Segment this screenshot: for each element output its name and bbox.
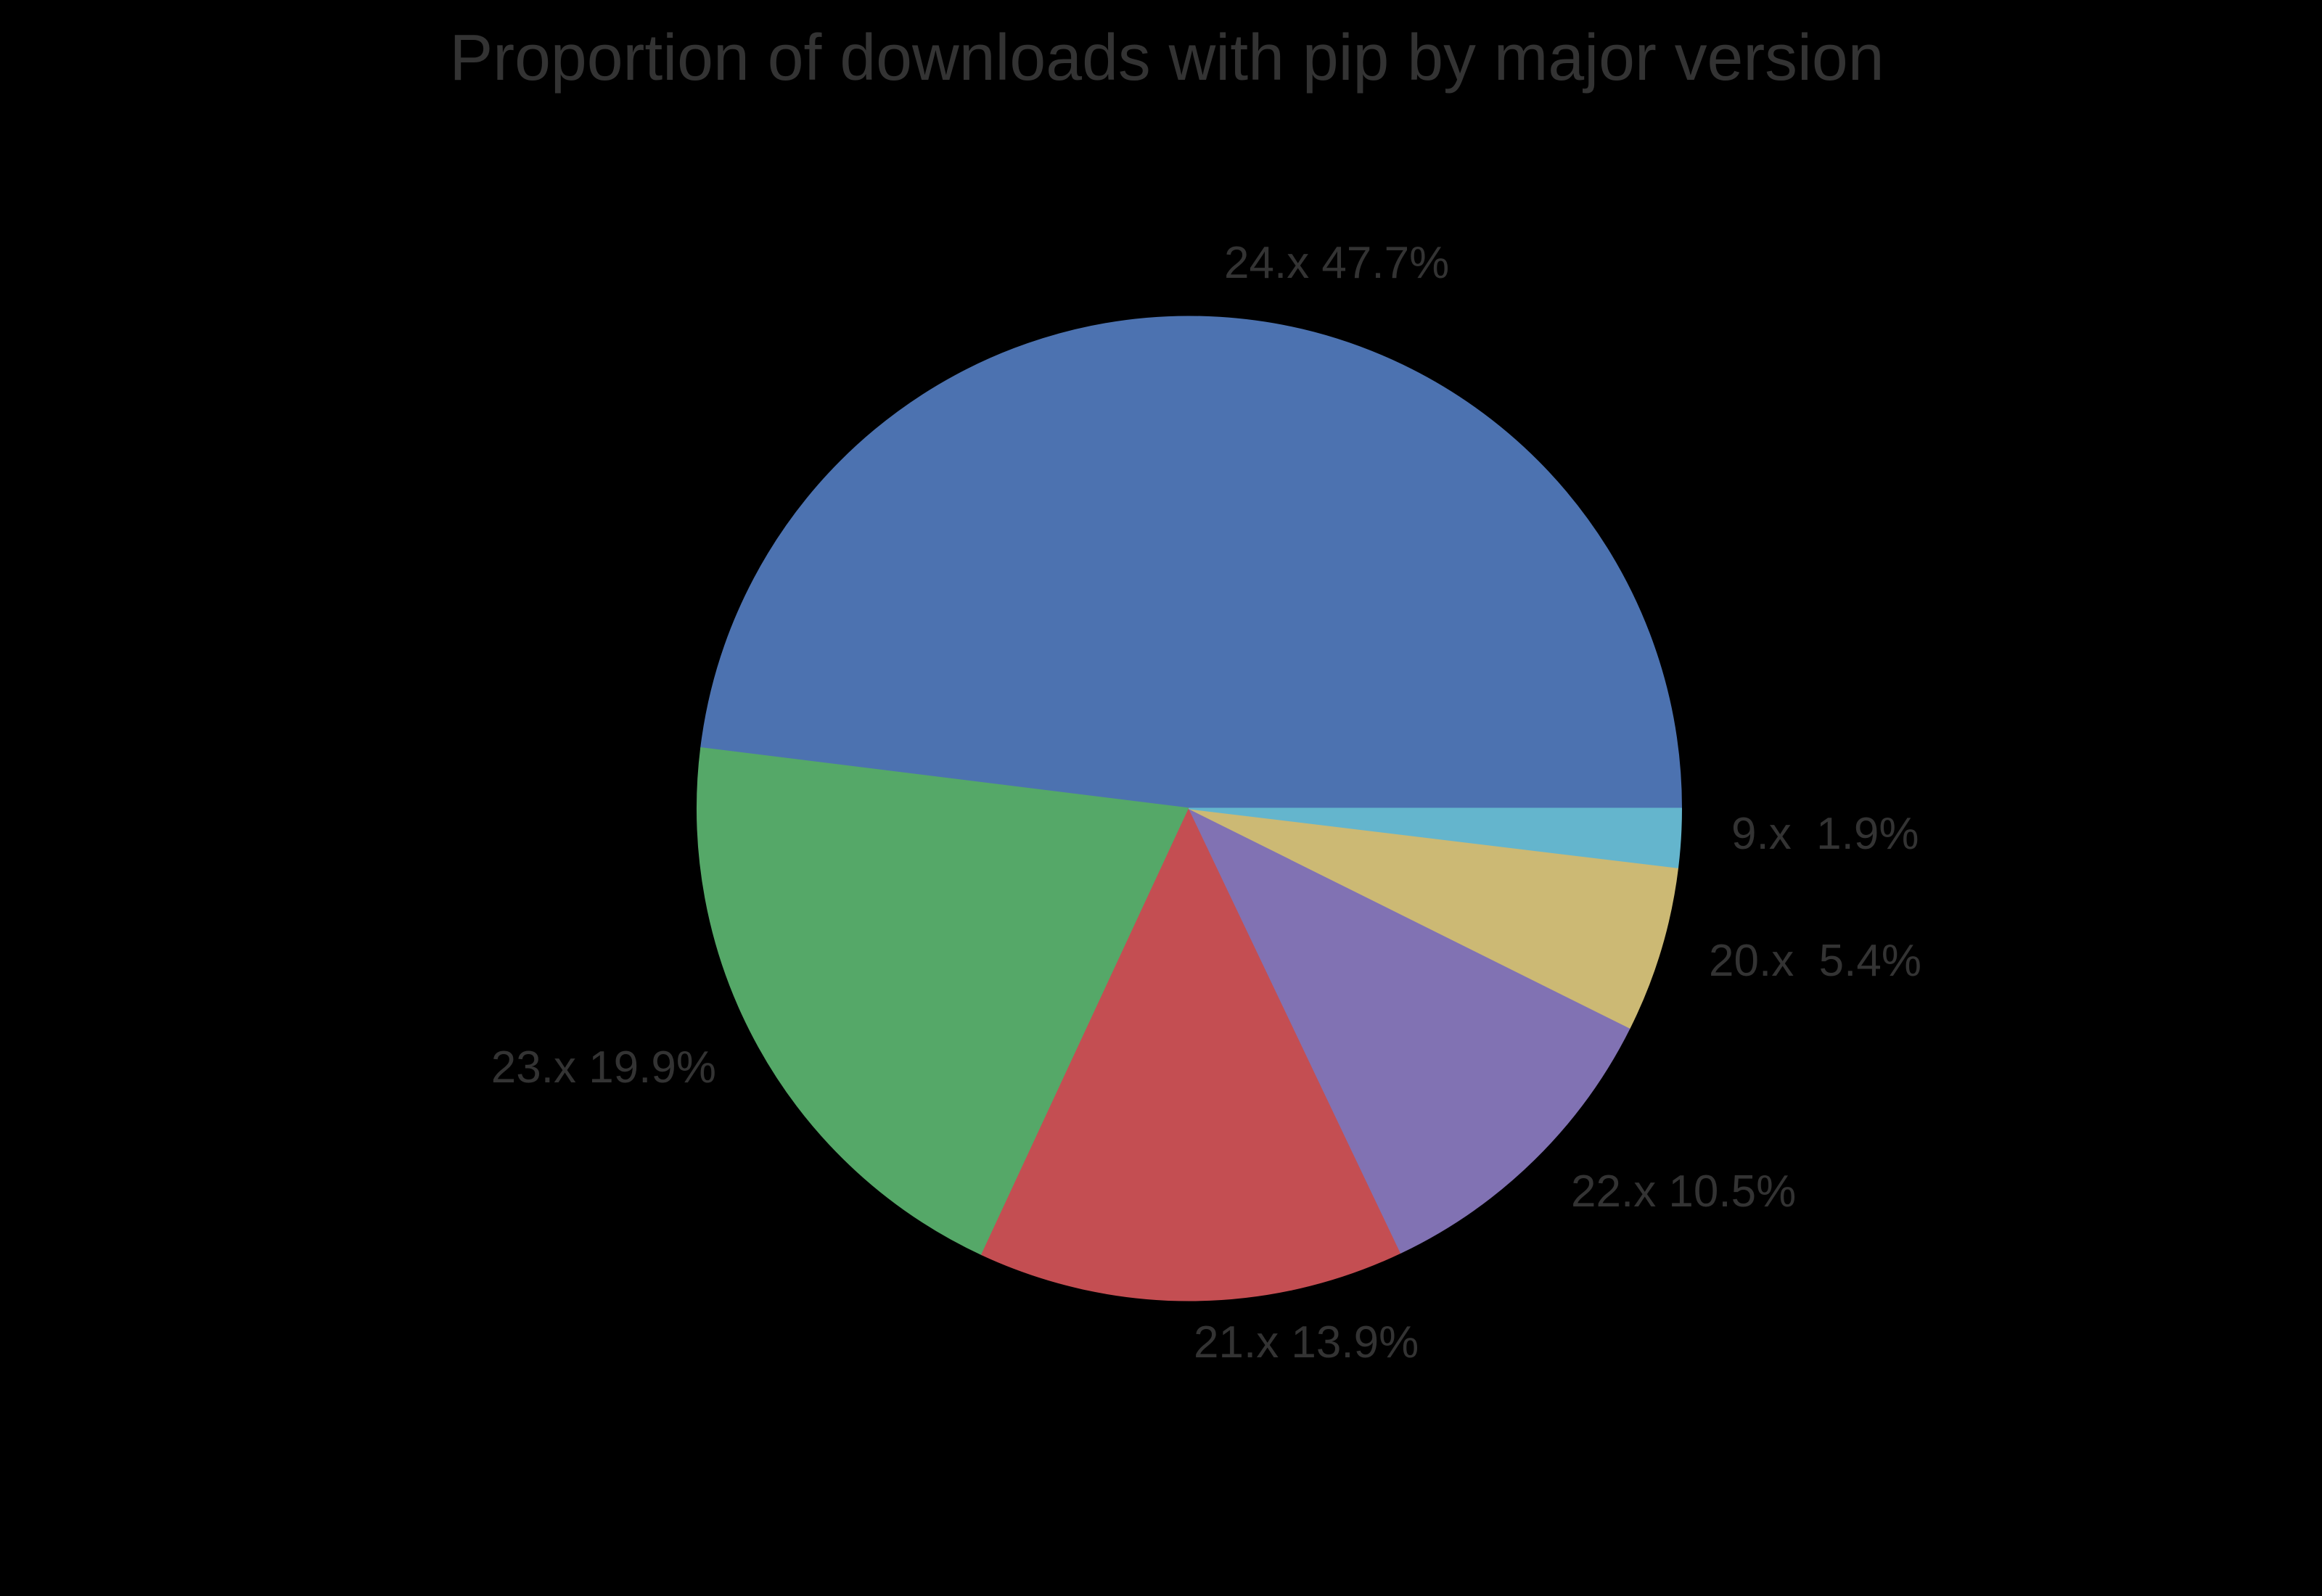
svg-text:21.x 13.9%: 21.x 13.9%: [1194, 1317, 1419, 1367]
svg-text:Proportion of downloads with p: Proportion of downloads with pip by majo…: [449, 21, 1884, 94]
svg-text:9.x 1.9%: 9.x 1.9%: [1731, 809, 1919, 859]
svg-text:24.x 47.7%: 24.x 47.7%: [1224, 238, 1449, 288]
svg-text:22.x 10.5%: 22.x 10.5%: [1571, 1167, 1796, 1217]
svg-text:20.x 5.4%: 20.x 5.4%: [1709, 936, 1921, 986]
svg-text:23.x 19.9%: 23.x 19.9%: [491, 1042, 716, 1093]
